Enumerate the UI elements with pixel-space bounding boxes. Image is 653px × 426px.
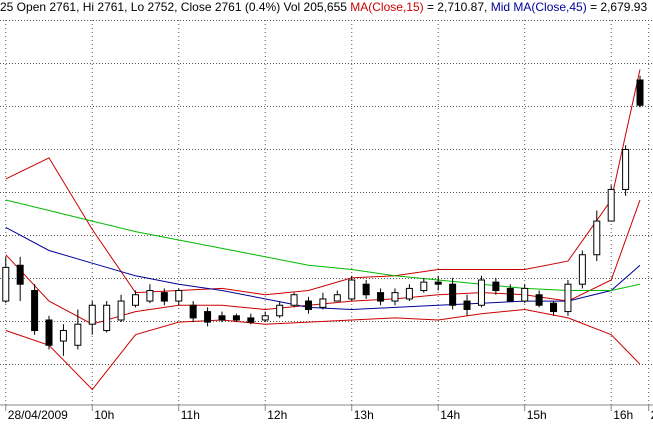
x-tick-label: 10h (94, 408, 114, 422)
candle-body (189, 304, 197, 319)
candle-body (319, 298, 327, 308)
indicator-line (5, 226, 641, 311)
candle-body (449, 283, 457, 306)
x-tick-label: 13h (354, 408, 374, 422)
candle-body (607, 188, 615, 222)
candle-body (247, 317, 255, 323)
x-tick-label: 2 (651, 408, 653, 422)
candle-body (622, 148, 630, 190)
candle-body (232, 315, 240, 321)
candle-body (362, 283, 370, 296)
candle-body (434, 281, 442, 285)
candle-body (290, 294, 298, 306)
plot-area (2, 20, 650, 405)
x-tick-label: 15h (527, 408, 547, 422)
indicator-line (5, 199, 641, 291)
candle-body (636, 79, 644, 106)
header-background (0, 0, 653, 15)
candle-body (304, 300, 312, 310)
candle-body (132, 294, 140, 306)
candle-body (146, 290, 154, 302)
candle-body (59, 330, 67, 342)
header-info: 25 Open 2761, Hi 2761, Lo 2752, Close 27… (0, 0, 347, 14)
x-tick-label: 12h (267, 408, 287, 422)
candle-body (218, 315, 226, 321)
candle-body (477, 279, 485, 306)
candle-body (31, 290, 39, 332)
candle-body (506, 287, 514, 302)
indicator-line (5, 69, 641, 296)
candle-body (16, 264, 24, 285)
candle-body (420, 281, 428, 292)
candle-body (535, 294, 543, 306)
candle-body (550, 302, 558, 313)
candle-body (276, 304, 284, 317)
candle-body (463, 300, 471, 310)
legend-ma15: MA(Close,15) (350, 0, 423, 14)
candle-body (333, 294, 341, 302)
candle-body (117, 300, 125, 321)
candle-body (88, 304, 96, 325)
candle-body (391, 292, 399, 302)
candle-body (593, 220, 601, 256)
candle-body (175, 290, 183, 302)
x-tick-label: 11h (181, 408, 200, 422)
grid-dots (0, 20, 653, 405)
header: 25 Open 2761, Hi 2761, Lo 2752, Close 27… (0, 0, 647, 14)
candle-body (2, 266, 10, 302)
legend-ma15-value: = 2,710.87, (427, 0, 487, 14)
candle-body (348, 279, 356, 300)
legend-mid-ma-value: = 2,679.93 (590, 0, 647, 14)
x-tick-label: 14h (440, 408, 460, 422)
candle-body (160, 292, 168, 302)
indicator-line (5, 308, 641, 391)
x-tick-label: 28/04/2009 (8, 408, 68, 422)
candle-body (204, 311, 212, 323)
candle-body (45, 319, 53, 346)
candle-body (261, 315, 269, 321)
candle-body (521, 287, 529, 302)
candle-body (578, 254, 586, 285)
candle-body (103, 304, 111, 332)
indicator-line (5, 199, 641, 325)
legend-mid-ma: Mid MA(Close,45) (491, 0, 587, 14)
candle-body (377, 292, 385, 302)
candle-body (564, 283, 572, 313)
x-tick-label: 16h (613, 408, 633, 422)
candle-body (492, 281, 500, 292)
candle-body (74, 323, 82, 346)
candle-body (405, 287, 413, 300)
